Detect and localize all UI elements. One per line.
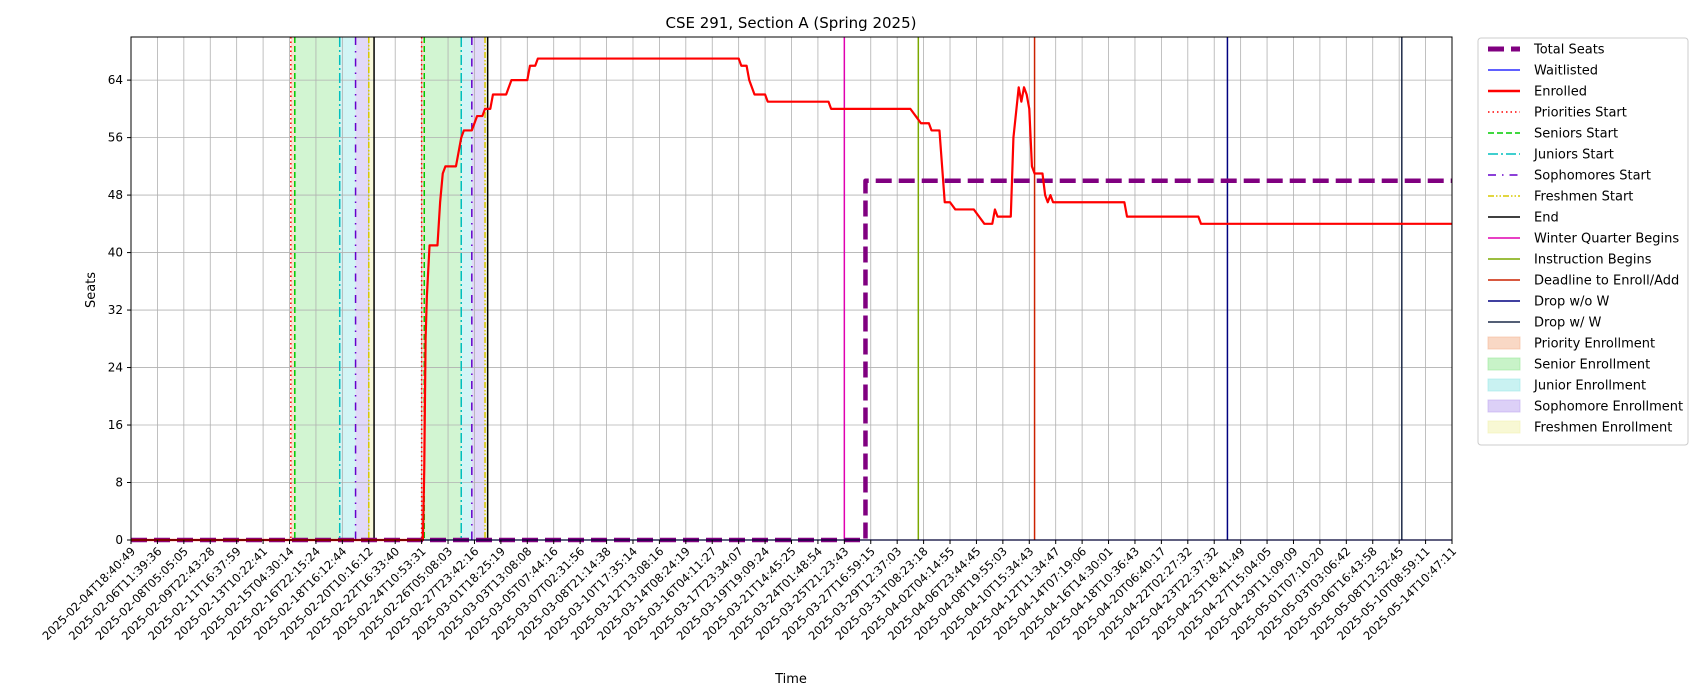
legend-label: Sophomore Enrollment: [1534, 400, 1683, 415]
period-band: [421, 37, 425, 540]
y-tick-label: 40: [108, 246, 123, 260]
legend-box: [1477, 37, 1689, 446]
y-tick-label: 8: [115, 476, 123, 490]
legend-label: Priority Enrollment: [1534, 337, 1655, 352]
x-axis-label: Time: [774, 672, 807, 687]
chart-title: CSE 291, Section A (Spring 2025): [666, 14, 917, 32]
period-band: [368, 37, 375, 540]
legend-label: Winter Quarter Begins: [1534, 232, 1679, 247]
period-band: [461, 37, 472, 540]
legend-swatch: [1487, 399, 1521, 413]
series-line: [131, 178, 1452, 543]
legend-label: Drop w/o W: [1534, 295, 1610, 310]
legend-swatch: [1487, 357, 1521, 371]
y-axis-label: Seats: [84, 272, 99, 308]
y-tick-label: 32: [108, 303, 123, 317]
series-line: [131, 57, 1452, 542]
y-tick-label: 24: [108, 361, 123, 375]
legend-label: Juniors Start: [1533, 148, 1614, 163]
legend-label: Instruction Begins: [1534, 253, 1652, 268]
period-band: [339, 37, 356, 540]
legend-label: Waitlisted: [1534, 64, 1598, 79]
legend-label: Enrolled: [1534, 85, 1587, 100]
legend-swatch: [1487, 378, 1521, 392]
legend-label: Drop w/ W: [1534, 316, 1602, 331]
y-tick-label: 16: [108, 418, 123, 432]
period-band: [355, 37, 369, 540]
legend-label: Priorities Start: [1534, 106, 1627, 121]
period-band: [424, 37, 462, 540]
y-tick-label: 56: [108, 131, 123, 145]
legend-label: Freshmen Start: [1534, 190, 1633, 205]
period-band: [471, 37, 486, 540]
legend-label: Junior Enrollment: [1533, 379, 1646, 394]
legend-label: Sophomores Start: [1534, 169, 1651, 184]
period-band: [290, 37, 295, 540]
period-band: [294, 37, 340, 540]
legend-label: Freshmen Enrollment: [1534, 421, 1672, 436]
y-tick-label: 0: [115, 533, 123, 547]
legend-label: End: [1534, 211, 1559, 226]
y-tick-label: 64: [108, 73, 123, 87]
legend-label: Deadline to Enroll/Add: [1534, 274, 1679, 289]
legend: Total Seats Waitlisted Enrolled Priorities …: [1477, 37, 1689, 446]
legend-swatch: [1487, 336, 1521, 350]
legend-swatch: [1487, 420, 1521, 434]
legend-label: Seniors Start: [1534, 127, 1618, 142]
legend-label: Senior Enrollment: [1534, 358, 1650, 373]
period-band: [485, 37, 488, 540]
y-tick-label: 48: [108, 188, 123, 202]
legend-label: Total Seats: [1533, 43, 1605, 58]
